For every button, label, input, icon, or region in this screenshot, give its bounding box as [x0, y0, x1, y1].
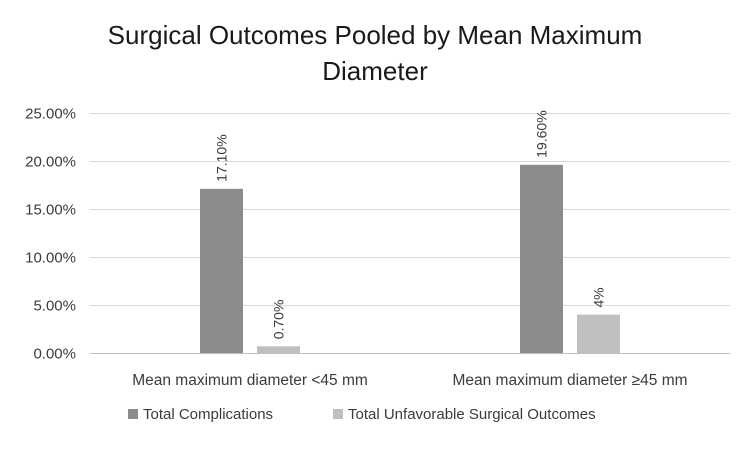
y-axis-tick-labels: 0.00% 5.00% 10.00% 15.00% 20.00% 25.00% [25, 106, 76, 363]
category-label: Mean maximum diameter ≥45 mm [452, 372, 687, 389]
category-label: Mean maximum diameter <45 mm [132, 372, 368, 389]
data-label: 0.70% [271, 300, 287, 340]
bar-total-complications [200, 188, 243, 353]
chart-title-line-1: Surgical Outcomes Pooled by Mean Maximum [108, 20, 643, 50]
y-tick-label: 0.00% [33, 346, 76, 363]
chart-title-line-2: Diameter [322, 56, 428, 86]
legend-label: Total Unfavorable Surgical Outcomes [348, 406, 596, 423]
y-tick-label: 10.00% [25, 250, 76, 267]
data-labels: 17.10% 0.70% 19.60% 4% [214, 110, 607, 339]
y-tick-label: 15.00% [25, 202, 76, 219]
chart-title: Surgical Outcomes Pooled by Mean Maximum… [108, 20, 643, 86]
data-label: 4% [591, 287, 607, 307]
legend: Total Complications Total Unfavorable Sur… [128, 406, 596, 423]
y-tick-label: 5.00% [33, 298, 76, 315]
x-axis-category-labels: Mean maximum diameter <45 mm Mean maximum… [132, 372, 687, 389]
y-tick-label: 25.00% [25, 106, 76, 123]
legend-label: Total Complications [143, 406, 273, 423]
bar-total-unfavorable-outcomes [577, 314, 620, 353]
data-label: 17.10% [214, 134, 230, 181]
bar-total-unfavorable-outcomes [257, 346, 300, 353]
legend-swatch [128, 409, 138, 419]
y-tick-label: 20.00% [25, 154, 76, 171]
bar-total-complications [520, 164, 563, 353]
data-label: 19.60% [534, 110, 550, 157]
bars [200, 164, 620, 353]
gridlines [90, 113, 730, 354]
legend-swatch [333, 409, 343, 419]
